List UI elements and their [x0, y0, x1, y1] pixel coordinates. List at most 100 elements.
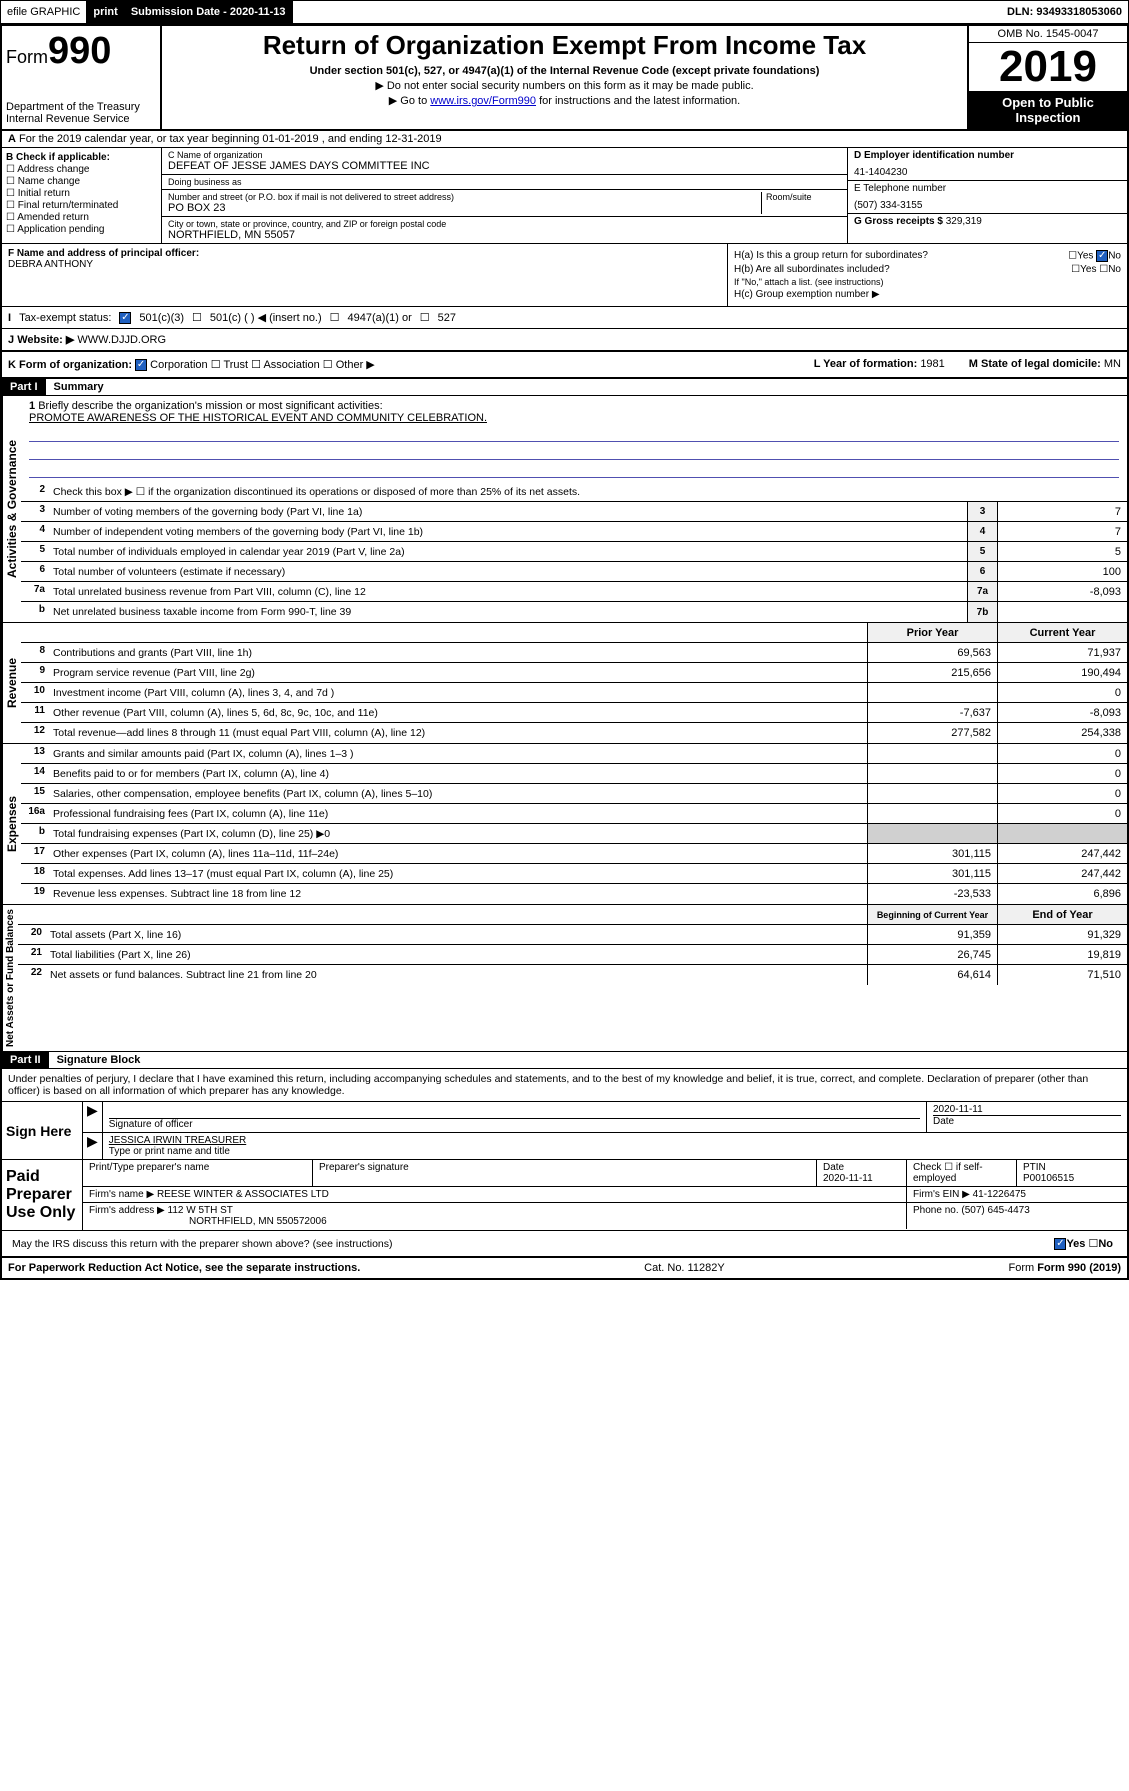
sig-date-cell: 2020-11-11 Date [927, 1102, 1127, 1132]
row-b-to-g: B Check if applicable: ☐ Address change … [2, 148, 1127, 244]
open-public: Open to Public Inspection [969, 91, 1127, 129]
paid-preparer-section: Paid Preparer Use Only Print/Type prepar… [2, 1160, 1127, 1231]
line-20: 20Total assets (Part X, line 16)91,35991… [18, 925, 1127, 945]
org-name: DEFEAT OF JESSE JAMES DAYS COMMITTEE INC [168, 160, 841, 172]
chk-address-change[interactable]: ☐ Address change [6, 164, 157, 175]
penalty-statement: Under penalties of perjury, I declare th… [2, 1069, 1127, 1102]
room-label: Room/suite [766, 192, 841, 202]
line-11: 11Other revenue (Part VIII, column (A), … [21, 703, 1127, 723]
chk-app-pending[interactable]: ☐ Application pending [6, 224, 157, 235]
sig-name-label: Type or print name and title [109, 1146, 1121, 1157]
prep-name-cell: Print/Type preparer's name [83, 1160, 313, 1186]
sign-here-section: Sign Here ▶ Signature of officer 2020-11… [2, 1102, 1127, 1160]
ha-yes[interactable]: Yes [1077, 251, 1093, 262]
prep-date-cell: Date2020-11-11 [817, 1160, 907, 1186]
officer-label: F Name and address of principal officer: [8, 248, 721, 259]
form-number: Form990 [6, 30, 156, 73]
line-13: 13Grants and similar amounts paid (Part … [21, 744, 1127, 764]
discuss-yes-check[interactable]: ✓ [1054, 1238, 1066, 1250]
mission-block: 1 Briefly describe the organization's mi… [21, 396, 1127, 482]
phone-cell: E Telephone number (507) 334-3155 [848, 181, 1127, 214]
col-h: H(a) Is this a group return for subordin… [727, 244, 1127, 306]
hb-yes[interactable]: Yes [1080, 264, 1096, 275]
line-16b: bTotal fundraising expenses (Part IX, co… [21, 824, 1127, 844]
form-title: Return of Organization Exempt From Incom… [170, 30, 959, 61]
line-10: 10Investment income (Part VIII, column (… [21, 683, 1127, 703]
col-c: C Name of organization DEFEAT OF JESSE J… [162, 148, 847, 243]
section-expenses: Expenses 13Grants and similar amounts pa… [2, 744, 1127, 905]
firm-phone-cell: Phone no. (507) 645-4473 [907, 1203, 1127, 1229]
header-right: OMB No. 1545-0047 2019 Open to Public In… [967, 26, 1127, 129]
header-mid: Return of Organization Exempt From Incom… [162, 26, 967, 129]
sig-date-label: Date [933, 1115, 1121, 1127]
sig-date: 2020-11-11 [933, 1104, 1121, 1115]
part1-bar: Part I [2, 379, 46, 395]
line-5: 5Total number of individuals employed in… [21, 542, 1127, 562]
website-label: Website: ▶ [17, 334, 74, 346]
ha-no-check[interactable]: ✓ [1096, 250, 1108, 262]
form-990: Form990 Department of the Treasury Inter… [0, 24, 1129, 1280]
form-footer: For Paperwork Reduction Act Notice, see … [2, 1258, 1127, 1278]
h-b: H(b) Are all subordinates included? ☐Yes… [734, 264, 1121, 275]
opt-other: Other ▶ [336, 359, 375, 371]
q1-label: Briefly describe the organization's miss… [38, 400, 382, 412]
line-8: 8Contributions and grants (Part VIII, li… [21, 643, 1127, 663]
opt-527: 527 [438, 312, 456, 324]
form-header: Form990 Department of the Treasury Inter… [2, 26, 1127, 131]
hb-note: If "No," attach a list. (see instruction… [734, 277, 1121, 287]
h-a: H(a) Is this a group return for subordin… [734, 250, 1121, 262]
chk-amended[interactable]: ☐ Amended return [6, 212, 157, 223]
discuss-no: No [1098, 1238, 1113, 1250]
part2-bar: Part II [2, 1052, 49, 1068]
line-15: 15Salaries, other compensation, employee… [21, 784, 1127, 804]
opt-trust: Trust [223, 359, 248, 371]
chk-name-change[interactable]: ☐ Name change [6, 176, 157, 187]
row-a: A For the 2019 calendar year, or tax yea… [2, 131, 1127, 148]
firm-ein-cell: Firm's EIN ▶ 41-1226475 [907, 1187, 1127, 1202]
row-j: J Website: ▶ WWW.DJJD.ORG [2, 329, 1127, 352]
city-cell: City or town, state or province, country… [162, 217, 847, 243]
form-ref: Form Form 990 (2019) [1009, 1262, 1122, 1274]
opt-4947: 4947(a)(1) or [348, 312, 412, 324]
form-num: 990 [48, 30, 111, 72]
print-button[interactable]: print [87, 1, 124, 23]
top-bar: efile GRAPHIC print Submission Date - 20… [0, 0, 1129, 24]
discuss-row: May the IRS discuss this return with the… [2, 1231, 1127, 1258]
hb-no[interactable]: No [1108, 264, 1121, 275]
line-4: 4Number of independent voting members of… [21, 522, 1127, 542]
ha-label: H(a) Is this a group return for subordin… [734, 250, 928, 262]
line-2: 2Check this box ▶ ☐ if the organization … [21, 482, 1127, 502]
chk-501c3[interactable]: ✓ [119, 312, 131, 324]
org-name-label: C Name of organization [168, 150, 841, 160]
firm-addr-cell: Firm's address ▶ 112 W 5TH ST NORTHFIELD… [83, 1203, 907, 1229]
col-b-header: B Check if applicable: [6, 152, 157, 163]
chk-initial-return[interactable]: ☐ Initial return [6, 188, 157, 199]
header-left: Form990 Department of the Treasury Inter… [2, 26, 162, 129]
arrow-icon: ▶ [83, 1133, 103, 1159]
phone: (507) 334-3155 [854, 200, 1121, 211]
net-header: Beginning of Current YearEnd of Year [18, 905, 1127, 925]
firm-city: NORTHFIELD, MN 550572006 [89, 1216, 900, 1227]
tax-status-label: Tax-exempt status: [19, 312, 111, 324]
form990-link[interactable]: www.irs.gov/Form990 [430, 95, 536, 107]
row-f-h: F Name and address of principal officer:… [2, 244, 1127, 307]
state: MN [1104, 358, 1121, 370]
line-22: 22Net assets or fund balances. Subtract … [18, 965, 1127, 985]
ein-cell: D Employer identification number 41-1404… [848, 148, 1127, 181]
prep-sig-cell: Preparer's signature [313, 1160, 817, 1186]
opt-501c: 501(c) ( ) ◀ (insert no.) [210, 311, 322, 324]
tax-year: 2019 [969, 43, 1127, 91]
dln: DLN: 93493318053060 [1001, 1, 1128, 23]
chk-final-return[interactable]: ☐ Final return/terminated [6, 200, 157, 211]
part1-header: Part I Summary [2, 379, 1127, 396]
firm-name-cell: Firm's name ▶ REESE WINTER & ASSOCIATES … [83, 1187, 907, 1202]
col-f: F Name and address of principal officer:… [2, 244, 727, 306]
chk-corp[interactable]: ✓ [135, 359, 147, 371]
self-emp-cell: Check ☐ if self-employed [907, 1160, 1017, 1186]
h-c: H(c) Group exemption number ▶ [734, 289, 1121, 300]
line-14: 14Benefits paid to or for members (Part … [21, 764, 1127, 784]
goto-post: for instructions and the latest informat… [536, 95, 740, 107]
line-12: 12Total revenue—add lines 8 through 11 (… [21, 723, 1127, 743]
year-formed: 1981 [920, 358, 944, 370]
officer-sig-label: Signature of officer [109, 1118, 920, 1130]
